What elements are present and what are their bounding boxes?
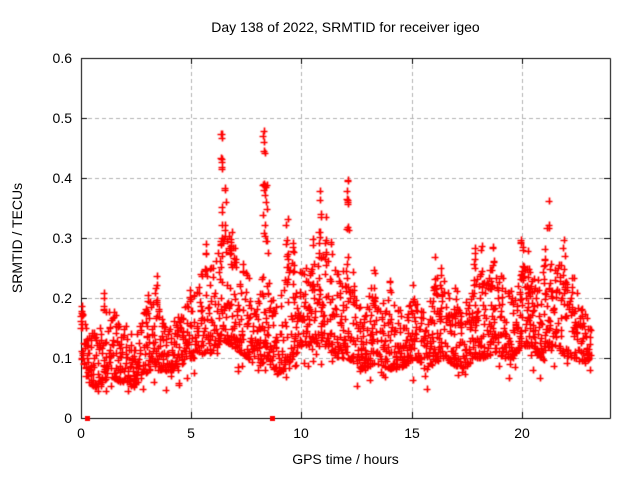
- y-tick-label: 0.2: [52, 290, 72, 306]
- x-tick-label: 0: [77, 425, 85, 441]
- y-tick-label: 0.6: [52, 50, 72, 66]
- x-tick-label: 5: [187, 425, 195, 441]
- x-axis-label: GPS time / hours: [292, 451, 399, 467]
- x-tick-label: 10: [293, 425, 309, 441]
- y-tick-label: 0.5: [52, 110, 72, 126]
- x-tick-label: 20: [514, 425, 530, 441]
- x-tick-label: 15: [404, 425, 420, 441]
- y-tick-label: 0.1: [52, 350, 72, 366]
- y-tick-label: 0.3: [52, 230, 72, 246]
- y-axis-label-text: SRMTID / TECUs: [9, 182, 25, 294]
- y-tick-label: 0.4: [52, 170, 72, 186]
- y-tick-label: 0: [64, 410, 72, 426]
- chart-title: Day 138 of 2022, SRMTID for receiver ige…: [211, 19, 480, 35]
